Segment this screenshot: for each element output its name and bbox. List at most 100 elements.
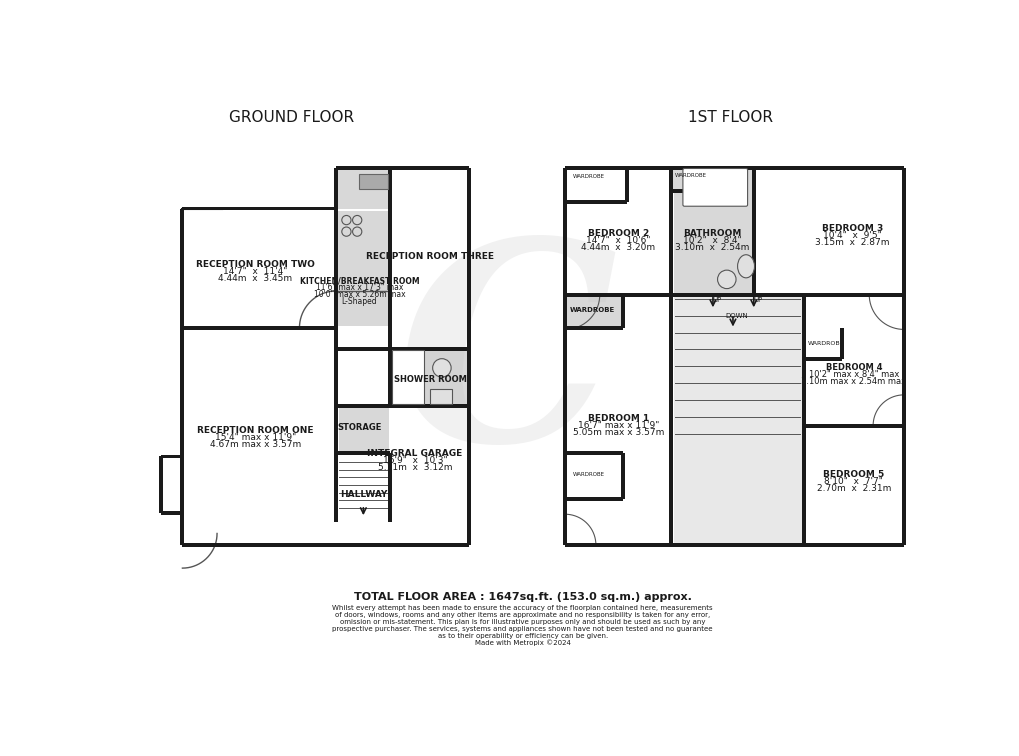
Bar [901, 168, 905, 545]
Bar [567, 170, 671, 295]
Bar [673, 297, 803, 545]
Text: RECEPTION ROOM TWO: RECEPTION ROOM TWO [196, 260, 315, 269]
Bar [180, 209, 184, 545]
Bar [565, 543, 671, 547]
Circle shape [716, 270, 736, 289]
Bar [700, 168, 703, 191]
Text: GROUND FLOOR: GROUND FLOOR [229, 110, 354, 125]
Bar [565, 453, 623, 499]
Text: UP: UP [752, 297, 761, 303]
Bar [671, 543, 803, 547]
Bar [336, 404, 390, 408]
Bar [840, 328, 844, 358]
Text: prospective purchaser. The services, systems and appliances shown have not been : prospective purchaser. The services, sys… [332, 626, 712, 632]
Bar [390, 404, 469, 408]
Text: UP: UP [711, 297, 720, 303]
Bar [338, 332, 466, 528]
Text: Made with Metropix ©2024: Made with Metropix ©2024 [475, 640, 570, 646]
Text: of doors, windows, rooms and any other items are approximate and no responsibili: of doors, windows, rooms and any other i… [335, 612, 709, 618]
Bar [161, 201, 182, 240]
Text: WARDROBE: WARDROBE [569, 307, 614, 313]
Bar [359, 174, 387, 189]
Text: DOWN: DOWN [725, 313, 748, 319]
Text: 4.44m  x  3.20m: 4.44m x 3.20m [581, 243, 654, 253]
Bar [182, 206, 336, 210]
Bar [337, 211, 388, 327]
Text: 14'7"  x  10'6": 14'7" x 10'6" [585, 237, 650, 246]
Bar [803, 357, 842, 361]
Bar [390, 349, 466, 405]
Text: 10'2"  x  8'4": 10'2" x 8'4" [682, 237, 741, 246]
Text: C: C [396, 230, 618, 498]
Bar [565, 497, 623, 500]
Bar [337, 168, 388, 209]
Bar [184, 332, 334, 544]
Bar [562, 168, 567, 545]
Bar [565, 326, 623, 330]
Bar [567, 328, 671, 543]
Text: 2.70m  x  2.31m: 2.70m x 2.31m [816, 485, 891, 494]
Text: 4.67m max x 3.57m: 4.67m max x 3.57m [210, 440, 301, 448]
Text: WARDROBE: WARDROBE [573, 472, 604, 477]
Text: omission or mis-statement. This plan is for illustrative purposes only and shoul: omission or mis-statement. This plan is … [339, 619, 705, 625]
Bar [565, 451, 623, 454]
Bar [182, 543, 469, 547]
Bar [182, 326, 336, 330]
Text: BEDROOM 3: BEDROOM 3 [821, 224, 882, 233]
Bar [803, 328, 842, 358]
Text: 3.15m  x  2.87m: 3.15m x 2.87m [814, 238, 889, 247]
Bar [334, 168, 338, 209]
Bar [184, 211, 334, 328]
Bar [388, 453, 392, 522]
Text: KITCHEN/BREAKFAST ROOM: KITCHEN/BREAKFAST ROOM [300, 277, 419, 286]
Bar [668, 168, 673, 545]
Bar [621, 453, 625, 499]
Text: 3.10m  x  2.54m: 3.10m x 2.54m [675, 243, 749, 253]
Text: WARDROBE: WARDROBE [675, 173, 706, 178]
Bar [671, 168, 701, 191]
Bar [161, 511, 182, 515]
Bar [751, 168, 755, 295]
Bar [161, 454, 182, 458]
Bar [338, 453, 388, 520]
Bar [805, 428, 903, 543]
Text: 15'4" max x 11'9": 15'4" max x 11'9" [215, 432, 296, 442]
Bar [336, 166, 390, 169]
Text: 10'4"  x  9'5": 10'4" x 9'5" [822, 231, 880, 240]
Bar [390, 166, 469, 169]
Bar [625, 168, 628, 203]
Text: 16'9"  x  10'3": 16'9" x 10'3" [382, 456, 446, 465]
Text: Whilst every attempt has been made to ensure the accuracy of the floorplan conta: Whilst every attempt has been made to en… [332, 605, 712, 611]
Text: 3.10m max x 2.54m max: 3.10m max x 2.54m max [801, 376, 906, 386]
Text: BATHROOM: BATHROOM [683, 229, 741, 238]
Bar [391, 350, 424, 404]
Text: STORAGE: STORAGE [337, 423, 381, 432]
Bar [565, 293, 903, 296]
Text: 5.05m max x 3.57m: 5.05m max x 3.57m [572, 428, 663, 437]
Text: BEDROOM 2: BEDROOM 2 [587, 229, 648, 238]
Text: RECEPTION ROOM ONE: RECEPTION ROOM ONE [197, 426, 314, 435]
Text: 5.11m  x  3.12m: 5.11m x 3.12m [377, 463, 451, 472]
Bar [161, 457, 182, 514]
Bar [334, 349, 338, 522]
Bar [388, 349, 392, 407]
Text: 4.44m  x  3.45m: 4.44m x 3.45m [218, 274, 292, 283]
Bar [565, 166, 903, 169]
Bar [565, 200, 626, 204]
Text: BEDROOM 5: BEDROOM 5 [822, 470, 883, 479]
Text: WARDROBE: WARDROBE [573, 175, 604, 179]
Bar [805, 328, 903, 423]
FancyBboxPatch shape [683, 169, 747, 206]
Text: INTEGRAL GARAGE: INTEGRAL GARAGE [367, 449, 463, 458]
Bar [803, 424, 903, 428]
Text: 16'7" max x 11'9": 16'7" max x 11'9" [577, 421, 658, 430]
Bar [673, 170, 753, 295]
Text: BEDROOM 4: BEDROOM 4 [824, 363, 881, 372]
Bar [159, 457, 163, 513]
Text: L-Shaped: L-Shaped [341, 297, 377, 306]
Text: 8'10"  x  7'7": 8'10" x 7'7" [823, 477, 882, 486]
Bar [565, 168, 626, 203]
Text: 14'7"  x  11'4": 14'7" x 11'4" [223, 267, 287, 276]
Text: 10'2" max x 8'4" max: 10'2" max x 8'4" max [808, 370, 898, 379]
Text: 1ST FLOOR: 1ST FLOOR [688, 110, 772, 125]
